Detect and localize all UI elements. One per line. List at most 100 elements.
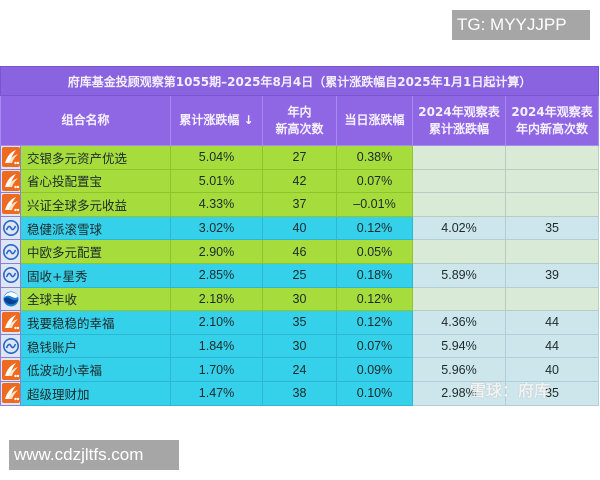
daily-change: 0.05% [336,239,413,264]
ytd-highs: 25 [262,262,337,288]
fund-name[interactable]: 交银多元资产优选 [20,145,171,170]
fund-name[interactable]: 我要稳稳的幸福 [20,310,171,335]
orange-fan-icon [0,380,21,406]
ytd-highs: 38 [262,380,337,406]
orange-fan-icon [0,192,21,217]
header-ytd-highs[interactable]: 年内 新高次数 [262,95,337,146]
cum-2024 [412,168,506,194]
ytd-highs: 35 [262,310,337,335]
fund-name[interactable]: 固收+星秀 [20,262,171,288]
cum-2024 [412,192,506,217]
watermark-top: TG: MYYJJPP [452,10,590,40]
daily-change: 0.12% [336,286,413,312]
ytd-highs: 42 [262,168,337,194]
header-cum-2024-l2: 累计涨跌幅 [428,121,489,136]
table-row[interactable]: 固收+星秀 2.85% 25 0.18% 5.89% 39 [0,262,600,288]
header-cum-2024[interactable]: 2024年观察表 累计涨跌幅 [412,95,506,146]
orange-fan-icon [0,168,21,194]
fund-name[interactable]: 全球丰收 [20,286,171,312]
cum-return: 4.33% [170,192,263,217]
table-row[interactable]: 稳健派滚雪球 3.02% 40 0.12% 4.02% 35 [0,215,600,241]
blue-ring-icon [0,262,21,288]
ytd-highs: 46 [262,239,337,264]
fund-name[interactable]: 稳钱账户 [20,333,171,359]
watermark-overlay: 雪球：府库 [470,381,551,400]
highs-2024: 35 [504,215,600,241]
orange-fan-icon [0,310,21,335]
header-cum-return[interactable]: 累计涨跌幅 ↓ [170,95,263,146]
cum-2024 [412,286,506,312]
header-name[interactable]: 组合名称 [0,95,171,146]
cum-2024: 2.98% [412,380,506,406]
daily-change: –0.01% [336,192,413,217]
cum-return: 2.85% [170,262,263,288]
cum-return: 5.04% [170,145,263,170]
table-row[interactable]: 中欧多元配置 2.90% 46 0.05% [0,239,600,264]
cum-2024: 4.02% [412,215,506,241]
table-row[interactable]: 全球丰收 2.18% 30 0.12% [0,286,600,312]
ytd-highs: 27 [262,145,337,170]
blue-ring-icon [0,239,21,264]
header-daily-change[interactable]: 当日涨跌幅 [336,95,413,146]
table-row[interactable]: 省心投配置宝 5.01% 42 0.07% [0,168,600,194]
cum-return: 2.18% [170,286,263,312]
header-ytd-highs-l2: 新高次数 [275,121,324,136]
table-row[interactable]: 稳钱账户 1.84% 30 0.07% 5.94% 44 [0,333,600,359]
cum-2024 [412,239,506,264]
table-row[interactable]: 交银多元资产优选 5.04% 27 0.38% [0,145,600,170]
highs-2024 [504,168,600,194]
cum-return: 3.02% [170,215,263,241]
orange-fan-icon [0,357,21,382]
fund-name[interactable]: 省心投配置宝 [20,168,171,194]
cum-2024: 4.36% [412,310,506,335]
highs-2024 [504,286,600,312]
highs-2024: 44 [504,310,600,335]
daily-change: 0.38% [336,145,413,170]
table-title: 府库基金投顾观察第1055期–2025年8月4日（累计涨跌幅自2025年1月1日… [0,66,600,96]
table-row[interactable]: 我要稳稳的幸福 2.10% 35 0.12% 4.36% 44 [0,310,600,335]
highs-2024: 39 [504,262,600,288]
cum-2024: 5.96% [412,357,506,382]
cum-return: 1.70% [170,357,263,382]
cum-2024: 5.89% [412,262,506,288]
fund-name[interactable]: 兴证全球多元收益 [20,192,171,217]
ytd-highs: 37 [262,192,337,217]
ytd-highs: 24 [262,357,337,382]
table-row[interactable]: 超级理财加 1.47% 38 0.10% 2.98% 35 [0,380,600,406]
cum-return: 1.47% [170,380,263,406]
ytd-highs: 40 [262,215,337,241]
header-highs-2024-l1: 2024年观察表 [511,104,593,119]
daily-change: 0.12% [336,310,413,335]
table-body: 交银多元资产优选 5.04% 27 0.38% 省心投配置宝 5.01% 42 0.07% 兴证… [0,145,600,406]
fund-observation-table: 府库基金投顾观察第1055期–2025年8月4日（累计涨跌幅自2025年1月1日… [0,66,600,406]
blue-ring-icon [0,215,21,241]
highs-2024: 40 [504,357,600,382]
watermark-bottom: www.cdzjltfs.com [9,440,179,470]
fund-name[interactable]: 中欧多元配置 [20,239,171,264]
fund-name[interactable]: 低波动小幸福 [20,357,171,382]
ytd-highs: 30 [262,333,337,359]
header-highs-2024[interactable]: 2024年观察表 年内新高次数 [504,95,600,146]
header-ytd-highs-l1: 年内 [287,104,312,119]
cum-return: 1.84% [170,333,263,359]
fund-name[interactable]: 稳健派滚雪球 [20,215,171,241]
table-row[interactable]: 低波动小幸福 1.70% 24 0.09% 5.96% 40 [0,357,600,382]
highs-2024: 44 [504,333,600,359]
table-row[interactable]: 兴证全球多元收益 4.33% 37 –0.01% [0,192,600,217]
highs-2024: 35 [504,380,600,406]
blue-ring-icon [0,333,21,359]
cum-return: 2.10% [170,310,263,335]
highs-2024 [504,239,600,264]
cum-2024 [412,145,506,170]
fund-name[interactable]: 超级理财加 [20,380,171,406]
header-cum-2024-l1: 2024年观察表 [418,104,500,119]
highs-2024 [504,192,600,217]
daily-change: 0.18% [336,262,413,288]
daily-change: 0.10% [336,380,413,406]
cum-return: 2.90% [170,239,263,264]
header-highs-2024-l2: 年内新高次数 [516,121,589,136]
orange-fan-icon [0,145,21,170]
daily-change: 0.12% [336,215,413,241]
daily-change: 0.07% [336,168,413,194]
blue-wave-icon [0,286,21,312]
